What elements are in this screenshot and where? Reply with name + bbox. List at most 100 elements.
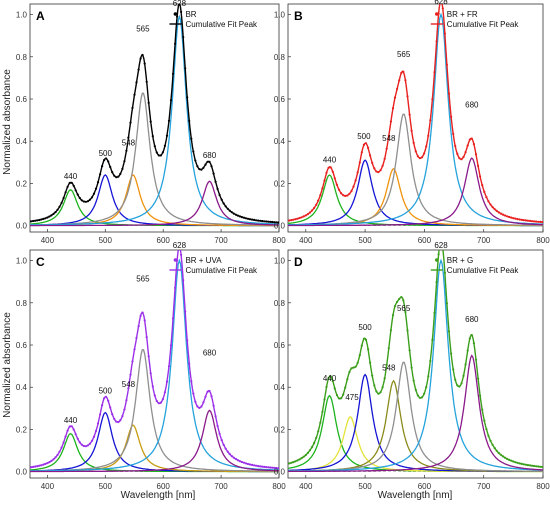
data-point: [468, 337, 471, 340]
data-point: [433, 311, 436, 314]
data-point: [501, 455, 505, 458]
data-point: [485, 196, 488, 199]
data-point: [410, 129, 413, 132]
data-point: [109, 406, 112, 409]
x-tick-label: 800: [536, 236, 550, 245]
data-point: [263, 220, 266, 223]
legend-label: Cumulative Fit Peak: [185, 20, 258, 29]
data-point: [109, 165, 112, 169]
data-point: [414, 388, 417, 391]
peak-label-565: 565: [397, 304, 411, 313]
data-point: [520, 218, 523, 221]
data-point: [342, 393, 345, 396]
data-point: [375, 170, 378, 173]
data-point: [40, 218, 43, 221]
legend-label: Cumulative Fit Peak: [185, 266, 258, 275]
data-point: [425, 386, 428, 389]
y-tick-label: 0.6: [16, 341, 28, 350]
data-point: [435, 281, 438, 284]
data-point: [48, 461, 51, 464]
data-point: [216, 424, 219, 428]
y-tick-label: 0.0: [16, 468, 28, 477]
data-point: [153, 145, 156, 148]
data-point: [60, 201, 63, 204]
data-point: [506, 215, 509, 218]
data-point: [147, 355, 150, 358]
data-point: [275, 221, 278, 224]
data-point: [84, 200, 87, 203]
data-point: [310, 209, 314, 212]
data-point: [352, 366, 355, 369]
data-point: [533, 464, 536, 468]
data-point: [76, 193, 79, 196]
data-point: [288, 462, 291, 465]
data-point: [323, 398, 326, 401]
data-point: [516, 218, 519, 221]
data-point: [155, 151, 158, 154]
data-point: [230, 455, 233, 458]
data-point: [503, 456, 507, 459]
data-point: [171, 317, 175, 320]
y-tick-label: 0.4: [274, 383, 286, 392]
data-point: [539, 465, 542, 468]
data-point: [236, 459, 239, 462]
panel-d: D 400 500 600 700 800 0.0 0.2 0.4 0.6 0.8 1.0 440 475…: [274, 241, 550, 491]
data-point: [306, 451, 309, 454]
x-tick-label: 400: [41, 482, 55, 491]
data-point: [321, 410, 324, 413]
data-point: [74, 433, 77, 436]
data-point: [389, 329, 392, 332]
peak-label-548: 548: [122, 380, 136, 389]
data-point: [290, 461, 293, 464]
data-point: [171, 72, 175, 75]
data-point: [82, 200, 85, 203]
data-point: [506, 457, 509, 460]
data-point: [214, 415, 217, 418]
peak-label-440: 440: [323, 374, 337, 383]
data-point: [277, 467, 279, 470]
data-point: [294, 460, 297, 463]
data-point: [232, 212, 235, 215]
data-point: [105, 157, 108, 160]
data-point: [271, 220, 274, 224]
data-point: [32, 219, 35, 223]
data-point: [182, 36, 185, 39]
data-point: [364, 338, 368, 341]
x-tick-label: 400: [41, 236, 55, 245]
data-point: [76, 437, 79, 440]
data-point: [176, 15, 179, 18]
data-point: [224, 205, 227, 208]
data-point: [358, 354, 361, 357]
data-point: [292, 461, 295, 464]
data-point: [445, 302, 448, 305]
data-point: [460, 382, 463, 385]
data-point: [350, 189, 353, 193]
data-point: [263, 465, 266, 468]
x-tick-label: 500: [358, 236, 372, 245]
data-point: [493, 208, 496, 211]
data-point: [267, 220, 270, 223]
y-tick-label: 0.2: [274, 425, 286, 434]
data-point: [50, 459, 53, 462]
data-point: [125, 399, 128, 402]
data-point: [246, 462, 250, 466]
peak-label-500: 500: [99, 387, 113, 396]
data-point: [145, 80, 148, 83]
data-point: [371, 161, 374, 164]
peak-label-565: 565: [136, 275, 150, 284]
data-point: [391, 314, 395, 317]
data-point: [139, 57, 142, 60]
data-point: [255, 464, 258, 467]
data-point: [226, 207, 229, 210]
y-tick-label: 0.4: [16, 383, 28, 392]
panel-c: C 400 500 600 700 800 0.0 0.2 0.4 0.6 0.8 1.0 440 500…: [16, 241, 286, 491]
data-point: [210, 395, 213, 398]
data-point: [497, 211, 500, 214]
data-point: [308, 211, 311, 214]
x-tick-label: 500: [99, 236, 113, 245]
data-point: [358, 161, 361, 164]
data-point: [396, 87, 399, 90]
data-point: [537, 220, 540, 223]
data-point: [273, 221, 276, 224]
data-point: [472, 143, 475, 146]
